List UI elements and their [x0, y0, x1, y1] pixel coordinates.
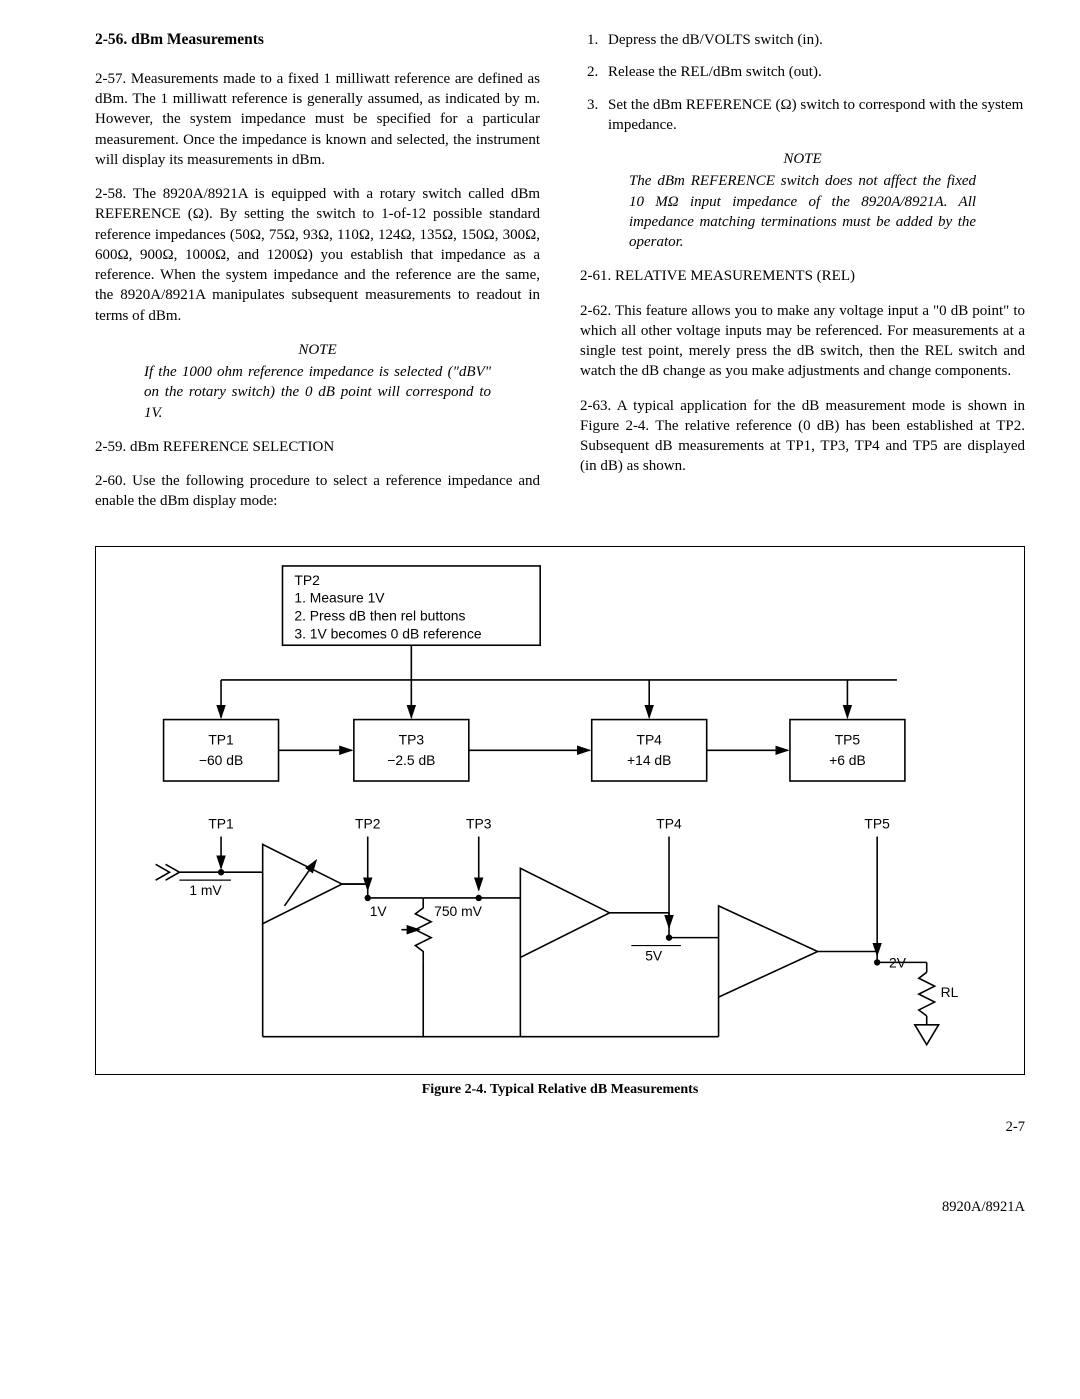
- page-number: 2-7: [95, 1118, 1025, 1138]
- section-title: dBm Measurements: [131, 31, 264, 48]
- box-tp4: TP4 +14 dB: [592, 719, 707, 780]
- svg-text:+14 dB: +14 dB: [627, 752, 671, 768]
- v-1mv: 1 mV: [189, 882, 222, 898]
- section-num: 2-56.: [95, 31, 127, 48]
- box-tp5: TP5 +6 dB: [790, 719, 905, 780]
- para-2-62: 2-62. This feature allows you to make an…: [580, 301, 1025, 382]
- para-2-60: 2-60. Use the following procedure to sel…: [95, 471, 540, 512]
- step-1: Depress the dB/VOLTS switch (in).: [602, 30, 1025, 50]
- lower-tp1: TP1: [208, 815, 234, 831]
- lower-tp3: TP3: [466, 815, 492, 831]
- svg-text:TP5: TP5: [835, 731, 861, 747]
- rl-label: RL: [941, 984, 959, 1000]
- svg-text:−2.5 dB: −2.5 dB: [387, 752, 435, 768]
- lower-tp2: TP2: [355, 815, 381, 831]
- box-tp1: TP1 −60 dB: [164, 719, 279, 780]
- para-2-63: 2-63. A typical application for the dB m…: [580, 396, 1025, 477]
- procedure-steps: Depress the dB/VOLTS switch (in). Releas…: [580, 30, 1025, 135]
- para-2-59: 2-59. dBm REFERENCE SELECTION: [95, 437, 540, 457]
- note-label-2: NOTE: [580, 149, 1025, 169]
- figure-caption: Figure 2-4. Typical Relative dB Measurem…: [95, 1081, 1025, 1100]
- svg-text:+6 dB: +6 dB: [829, 752, 866, 768]
- v-750mv: 750 mV: [434, 902, 483, 918]
- lower-tp5: TP5: [864, 815, 890, 831]
- figure-svg: TP2 1. Measure 1V 2. Press dB then rel b…: [114, 561, 1006, 1057]
- v-1v: 1V: [370, 902, 388, 918]
- tp2-title: TP2: [294, 571, 320, 587]
- section-heading: 2-56. dBm Measurements: [95, 30, 540, 51]
- footer-model: 8920A/8921A: [95, 1198, 1025, 1218]
- v-5v: 5V: [645, 947, 663, 963]
- para-2-61: 2-61. RELATIVE MEASUREMENTS (REL): [580, 266, 1025, 286]
- tp2-l2: 2. Press dB then rel buttons: [294, 607, 465, 623]
- step-2: Release the REL/dBm switch (out).: [602, 62, 1025, 82]
- note-body-2: The dBm REFERENCE switch does not affect…: [629, 171, 976, 252]
- tp2-l3: 3. 1V becomes 0 dB reference: [294, 625, 482, 641]
- step-3: Set the dBm REFERENCE (Ω) switch to corr…: [602, 95, 1025, 136]
- svg-text:TP1: TP1: [208, 731, 234, 747]
- svg-text:TP4: TP4: [636, 731, 662, 747]
- svg-text:−60 dB: −60 dB: [199, 752, 243, 768]
- lower-tp4: TP4: [656, 815, 682, 831]
- note-body-1: If the 1000 ohm reference impedance is s…: [144, 362, 491, 423]
- box-tp3: TP3 −2.5 dB: [354, 719, 469, 780]
- note-label-1: NOTE: [95, 340, 540, 360]
- tp2-l1: 1. Measure 1V: [294, 589, 385, 605]
- para-2-57: 2-57. Measurements made to a fixed 1 mil…: [95, 69, 540, 170]
- svg-text:TP3: TP3: [399, 731, 425, 747]
- para-2-58: 2-58. The 8920A/8921A is equipped with a…: [95, 184, 540, 326]
- figure-2-4: TP2 1. Measure 1V 2. Press dB then rel b…: [95, 546, 1025, 1076]
